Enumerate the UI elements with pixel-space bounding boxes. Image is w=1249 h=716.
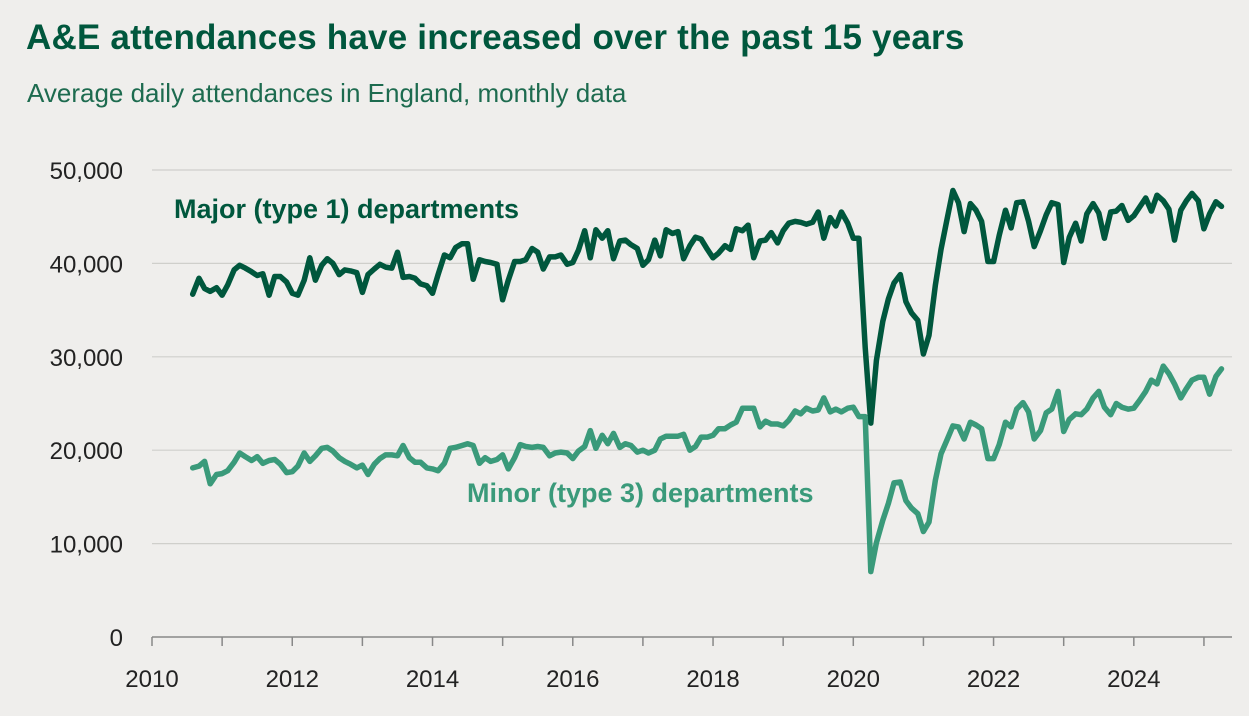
x-tick-label: 2020 <box>827 666 880 693</box>
x-tick-label: 2014 <box>406 666 459 693</box>
series-line-minor <box>189 363 1225 575</box>
y-tick-label: 0 <box>110 625 123 652</box>
chart-subtitle: Average daily attendances in England, mo… <box>27 78 627 108</box>
x-tick-label: 2024 <box>1107 666 1160 693</box>
series-line-major <box>189 187 1225 426</box>
x-tick-label: 2016 <box>546 666 599 693</box>
y-tick-label: 40,000 <box>50 251 123 278</box>
axes: 0 10,000 20,000 30,000 40,000 50,000 2010 2012 2… <box>50 158 1232 693</box>
series-label-major: Major (type 1) departments <box>174 194 519 224</box>
series-label-minor: Minor (type 3) departments <box>467 478 814 508</box>
y-tick-label: 50,000 <box>50 158 123 185</box>
x-tick-label: 2012 <box>266 666 319 693</box>
x-tick-label: 2010 <box>125 666 178 693</box>
y-tick-label: 20,000 <box>50 438 123 465</box>
series-lines <box>189 187 1225 575</box>
chart-title: A&E attendances have increased over the … <box>26 18 965 57</box>
y-tick-label: 30,000 <box>50 345 123 372</box>
x-tick-label: 2022 <box>967 666 1020 693</box>
x-tick-label: 2018 <box>686 666 739 693</box>
y-tick-label: 10,000 <box>50 532 123 559</box>
